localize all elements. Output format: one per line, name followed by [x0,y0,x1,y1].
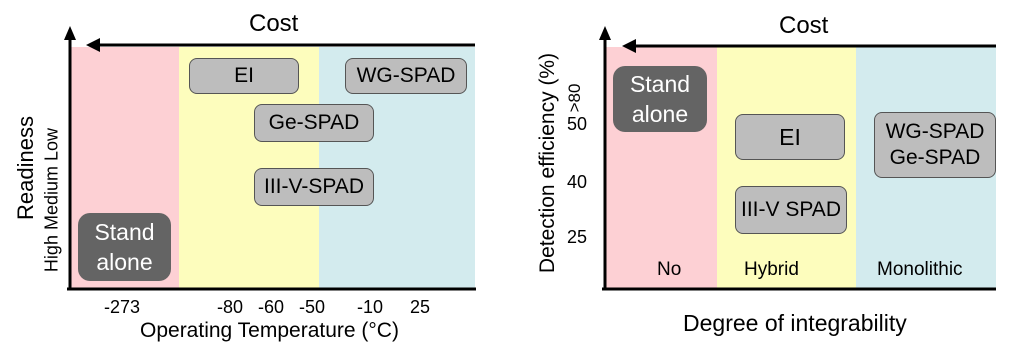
zone-hybrid-label: Hybrid [744,259,799,280]
left-iiiv-spad-box: III-V-SPAD [254,168,374,206]
right-y-arrowhead [599,26,611,40]
left-cost-label: Cost [249,10,299,37]
right-yellow-zone [717,47,856,289]
left-wg-spad-box: WG-SPAD [345,58,467,94]
x-tick-60: -60 [258,297,285,317]
right-iiiv-spad-box: III-V SPAD [735,186,847,234]
left-stand-alone-box: Stand alone [78,213,171,281]
y-tick-25: 25 [567,227,588,247]
right-cost-label: Cost [779,12,829,39]
left-ei-box: EI [189,58,299,94]
left-ge-spad-box: Ge-SPAD [254,104,374,142]
zone-no-label: No [657,259,682,280]
left-y-arrowhead [64,26,76,40]
left-x-title: Operating Temperature (°C) [140,319,399,342]
right-x-title: Degree of integrability [683,310,907,336]
left-cost-arrowhead [86,38,100,52]
stand-label: Stand [94,219,155,245]
zone-monolithic-label: Monolithic [877,259,963,280]
ge-spad-label: Ge-SPAD [889,146,981,169]
x-tick-10: -10 [357,297,384,317]
right-ei-box: EI [735,114,845,160]
right-cost-arrowhead [622,39,636,53]
y-tick-40: 40 [567,172,588,192]
wg-spad-label: WG-SPAD [885,120,985,143]
alone-label: alone [96,249,153,275]
x-tick-25: 25 [410,297,431,317]
y-tick-50: 50 [567,114,588,134]
x-tick-50: -50 [299,297,326,317]
x-tick-273: -273 [104,297,141,317]
x-tick-80: -80 [217,297,244,317]
alone-label: alone [631,101,689,127]
stand-label: Stand [629,71,691,97]
right-wg-ge-box: WG-SPAD Ge-SPAD [874,112,996,178]
right-stand-alone-box: Stand alone [613,66,707,132]
